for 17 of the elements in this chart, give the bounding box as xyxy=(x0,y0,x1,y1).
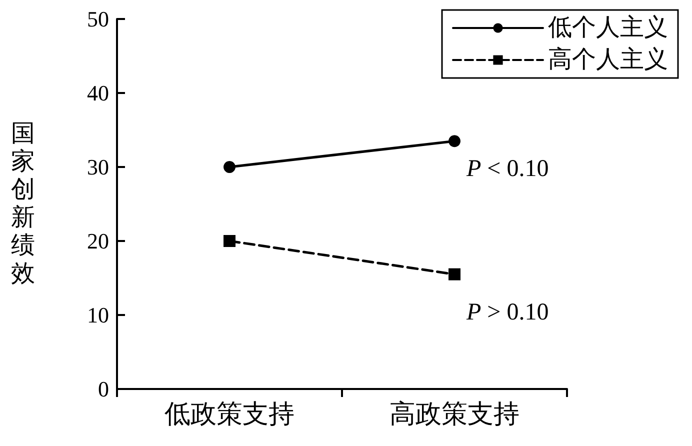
x-tick-label: 高政策支持 xyxy=(390,400,520,428)
y-tick-label: 50 xyxy=(87,6,109,32)
point xyxy=(224,235,236,247)
annotation: P < 0.10 xyxy=(466,156,549,182)
y-tick-label: 40 xyxy=(87,80,109,106)
y-tick-label: 10 xyxy=(87,302,109,328)
point xyxy=(448,268,460,280)
y-tick-label: 20 xyxy=(87,228,109,254)
x-tick-label: 低政策支持 xyxy=(164,400,294,428)
y-axis-title: 国家创新绩效 xyxy=(11,121,35,287)
point xyxy=(448,135,460,148)
legend-label: 低个人主义 xyxy=(548,14,668,41)
y-tick-label: 30 xyxy=(87,154,109,180)
legend-label: 高个人主义 xyxy=(548,46,668,73)
annotation: P > 0.10 xyxy=(466,299,549,326)
y-tick-label: 0 xyxy=(98,376,109,402)
point xyxy=(224,161,236,173)
